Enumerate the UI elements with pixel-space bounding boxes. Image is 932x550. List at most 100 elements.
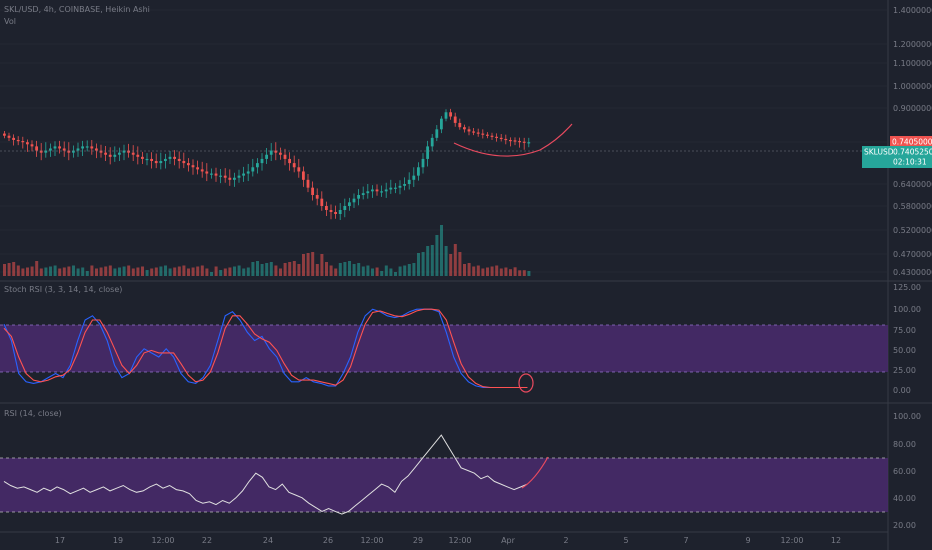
candle-body <box>145 158 149 161</box>
time-tick-label: 22 <box>202 536 212 545</box>
candle-body <box>504 138 508 141</box>
trend-annotation[interactable] <box>453 123 573 157</box>
volume-bar <box>297 264 301 276</box>
candle-body <box>30 144 34 147</box>
time-tick-label: 7 <box>683 536 688 545</box>
stoch-title[interactable]: Stoch RSI (3, 3, 14, 14, close) <box>4 285 122 294</box>
candle-body <box>154 161 158 164</box>
volume-bar <box>325 262 328 276</box>
volume-bar <box>527 271 531 276</box>
candle-body <box>348 202 351 206</box>
volume-bar <box>39 268 43 276</box>
volume-bar <box>12 262 16 276</box>
volume-bar <box>389 268 393 276</box>
candle-body <box>302 171 305 180</box>
candle-body <box>95 148 98 151</box>
candle-body <box>297 167 301 172</box>
rsi-tick-label: 20.00 <box>893 521 916 530</box>
candle-body <box>99 150 103 153</box>
volume-bar <box>444 246 448 276</box>
volume-bar <box>200 265 204 276</box>
price-tick-label: 0.58000000 <box>893 202 932 211</box>
volume-bar <box>104 266 108 276</box>
volume-bar <box>453 244 457 276</box>
candle-body <box>72 150 75 153</box>
volume-bar <box>384 265 388 276</box>
volume-bar <box>279 268 282 276</box>
last-price-value: 0.74050000 <box>892 138 932 147</box>
candle-body <box>3 133 6 136</box>
volume-bar <box>274 265 278 276</box>
time-tick-label: 2 <box>563 536 568 545</box>
volume-bar <box>490 266 494 276</box>
volume-bar <box>375 267 379 276</box>
volume-bar <box>371 268 374 276</box>
volume-bar <box>81 267 85 276</box>
stoch-tick-label: 100.00 <box>893 305 921 314</box>
volume-bar <box>159 266 163 276</box>
volume-bar <box>108 265 112 276</box>
candles <box>3 108 531 220</box>
candle-body <box>122 150 126 153</box>
volume-bar <box>449 254 453 276</box>
volume-bar <box>145 270 149 276</box>
volume-bar <box>67 266 71 276</box>
candle-body <box>16 139 20 142</box>
candle-body <box>214 173 218 176</box>
candle-body <box>426 146 429 159</box>
time-tick-label: 26 <box>323 536 333 545</box>
volume-bar <box>513 267 517 276</box>
candle-body <box>274 150 278 153</box>
volume-bar <box>246 267 250 276</box>
volume-bar <box>173 267 177 276</box>
volume-bar <box>366 265 370 276</box>
volume-bar <box>95 268 98 276</box>
time-tick-label: 9 <box>745 536 750 545</box>
volume-bar <box>251 262 255 276</box>
candle-body <box>453 116 457 123</box>
rsi-annotation[interactable] <box>521 456 549 489</box>
candle-body <box>168 156 172 159</box>
volume-bar <box>292 261 296 276</box>
stoch-annotation-circle[interactable] <box>518 373 534 393</box>
time-tick-label: 24 <box>263 536 273 545</box>
volume-bar <box>338 263 342 276</box>
price-axis[interactable] <box>888 0 932 550</box>
stoch-tick-label: 0.00 <box>893 386 911 395</box>
volume-bar <box>228 267 232 276</box>
candle-body <box>329 210 333 212</box>
volume-bar <box>49 266 52 276</box>
candle-body <box>90 146 94 149</box>
volume-bar <box>141 266 144 276</box>
volume-bar <box>486 267 489 276</box>
volume-bar <box>150 268 154 276</box>
volume-label[interactable]: Vol <box>4 17 16 26</box>
volume-bar <box>260 264 264 276</box>
time-axis-ticks: 17 19 12:00 22 24 26 12:00 29 12:00 Apr 2 5 7 9 12:00 1… <box>55 536 841 545</box>
time-tick-label: 29 <box>413 536 423 545</box>
price-pane[interactable] <box>0 0 888 280</box>
symbol-title[interactable]: SKL/USD, 4h, COINBASE, Heikin Ashi <box>4 5 150 14</box>
volume-bar <box>214 266 218 276</box>
rsi-series <box>3 434 528 515</box>
volume-bar <box>283 263 287 276</box>
volume-bar <box>476 265 480 276</box>
candle-body <box>527 142 531 144</box>
candle-body <box>7 135 11 138</box>
candle-body <box>131 152 135 155</box>
volume-bar <box>85 271 89 276</box>
price-tick-label: 0.43000000 <box>893 268 932 277</box>
volume-bar <box>329 265 333 276</box>
volume-bar <box>16 265 20 276</box>
rsi-title[interactable]: RSI (14, close) <box>4 409 62 418</box>
candle-body <box>472 131 475 133</box>
volume-bar <box>233 266 236 276</box>
candle-body <box>283 154 287 159</box>
volume-bar <box>430 245 434 276</box>
volume-bar <box>403 265 407 276</box>
volume-bar <box>302 254 305 276</box>
volume-bar <box>62 267 66 276</box>
candle-body <box>136 154 140 157</box>
candle-body <box>26 142 29 145</box>
